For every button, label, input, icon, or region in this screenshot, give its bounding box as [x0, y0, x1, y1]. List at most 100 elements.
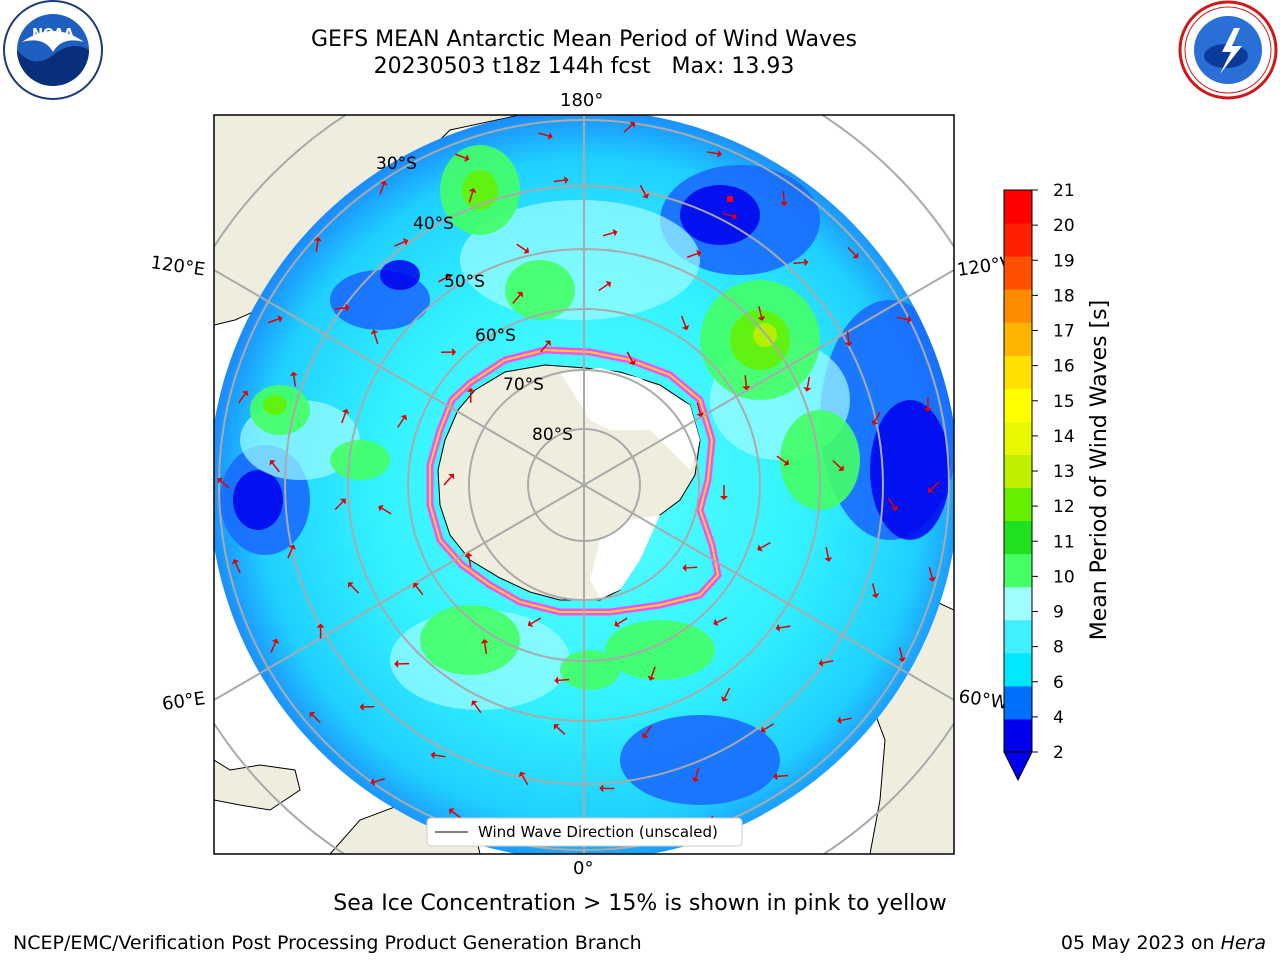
wave-direction-arrowhead: [309, 712, 316, 718]
wave-direction-arrowhead: [271, 638, 280, 645]
wave-direction-arrow: [694, 767, 700, 779]
wave-direction-arrowhead: [871, 593, 880, 599]
wave-direction-arrow: [438, 275, 449, 283]
wave-direction-arrow: [626, 351, 634, 362]
wave-direction-arrowhead: [269, 459, 276, 466]
wave-direction-arrowhead: [547, 132, 553, 140]
wave-direction-arrow: [270, 642, 277, 653]
wave-direction-arrow: [234, 562, 241, 574]
nws-logo: [1178, 0, 1278, 100]
wave-direction-arrowhead: [430, 751, 436, 760]
wave-direction-arrowhead: [345, 303, 350, 312]
legend-label: Wind Wave Direction (unscaled): [478, 823, 718, 841]
wave-direction-arrow: [434, 754, 446, 758]
colorbar-segment: [1004, 223, 1032, 257]
wave-direction-arrowhead: [824, 557, 833, 562]
wave-direction-arrow: [512, 294, 521, 304]
wave-direction-arrowhead: [906, 315, 912, 324]
wave-direction-arrowhead: [783, 459, 790, 466]
wave-direction-arrowhead: [402, 238, 409, 246]
wave-direction-arrowhead: [553, 723, 560, 730]
wave-direction-arrowhead: [898, 657, 906, 662]
wave-direction-arrowhead: [775, 623, 781, 632]
wave-direction-arrowhead: [713, 618, 719, 627]
wave-direction-arrowhead: [818, 659, 824, 667]
wave-direction-arrowhead: [464, 154, 470, 162]
wave-direction-arrowhead: [217, 477, 224, 484]
wave-direction-arrow: [680, 315, 687, 327]
wave-direction-arrowhead: [277, 315, 283, 323]
wave-direction-arrowhead: [871, 419, 879, 426]
colorbar-segment: [1004, 553, 1032, 588]
wave-direction-arrow: [846, 331, 850, 343]
wave-direction-arrowhead: [628, 359, 636, 366]
colorbar-extend-arrow: [1003, 751, 1033, 782]
lat-label-70s: 70°S: [503, 375, 544, 395]
wave-direction-arrowhead: [466, 387, 475, 392]
wave-direction-arrowhead: [544, 340, 551, 347]
colorbar-tick-label: 6: [1053, 673, 1064, 693]
wave-direction-arrow: [315, 240, 319, 252]
wave-direction-arrowhead: [380, 180, 388, 186]
wave-direction-arrow: [639, 184, 647, 196]
wave-direction-arrowhead: [370, 329, 379, 335]
wave-direction-arrowhead: [523, 247, 530, 254]
lon-label-120e: 120°E: [149, 252, 206, 280]
wave-direction-arrow: [538, 132, 550, 137]
wave-direction-arrow: [521, 774, 529, 786]
wave-direction-arrowhead: [682, 563, 687, 572]
wave-direction-arrow: [558, 678, 570, 682]
wave-direction-arrow: [623, 124, 633, 133]
wave-direction-arrow: [455, 153, 466, 159]
wave-direction-arrow: [644, 725, 652, 736]
wave-direction-arrow: [686, 252, 698, 258]
wave-direction-arrowhead: [642, 193, 650, 199]
wave-direction-arrowhead: [696, 249, 702, 258]
wave-direction-arrow: [782, 191, 785, 203]
chart-subtitle: 20230503 t18z 144h fcst Max: 13.93: [373, 54, 795, 79]
arrow-legend: Wind Wave Direction (unscaled): [426, 817, 743, 847]
colorbar-tick-label: 4: [1053, 708, 1064, 728]
wave-direction-arrowhead: [612, 228, 618, 237]
wave-direction-arrowhead: [780, 201, 789, 207]
wave-direction-arrow: [374, 778, 385, 783]
colorbar-segment: [1004, 619, 1032, 654]
wave-direction-arrow: [468, 191, 474, 203]
wave-direction-arrow: [540, 342, 549, 353]
lat-label-40s: 40°S: [413, 214, 454, 234]
wave-direction-arrow: [516, 243, 527, 251]
wave-direction-arrow: [758, 306, 763, 318]
colorbar-tick-label: 14: [1053, 427, 1075, 447]
wave-direction-arrowhead: [288, 544, 296, 550]
colorbar-segment: [1004, 421, 1032, 455]
wave-direction-arrow: [822, 660, 834, 664]
wave-direction-arrowhead: [773, 772, 778, 781]
wave-direction-arrow: [451, 810, 462, 819]
wave-direction-arrow: [415, 585, 424, 596]
wave-direction-arrowhead: [928, 576, 936, 582]
wave-direction-arrow: [271, 462, 280, 473]
colorbar-segment: [1004, 190, 1032, 224]
wave-direction-arrowhead: [720, 496, 728, 500]
wave-direction-arrow: [238, 393, 246, 404]
wave-direction-arrow: [763, 723, 774, 731]
wave-direction-arrow: [341, 412, 347, 424]
colorbar-segment: [1004, 718, 1032, 753]
wave-direction-arrowhead: [554, 676, 559, 685]
wave-direction-arrowhead: [341, 408, 350, 414]
wave-direction-arrowhead: [313, 236, 322, 242]
wave-direction-arrow: [287, 547, 293, 559]
wave-direction-arrowhead: [732, 212, 738, 221]
colorbar-segment: [1004, 256, 1032, 290]
colorbar-segment: [1004, 322, 1032, 356]
wave-direction-arrowhead: [400, 414, 408, 421]
lon-label-180: 180°: [560, 90, 603, 111]
wave-direction-arrowhead: [757, 316, 766, 321]
wave-direction-arrow: [293, 375, 297, 387]
graticule: [214, 115, 954, 854]
wave-direction-arrow: [793, 261, 805, 265]
wave-direction-arrow: [556, 726, 566, 735]
wave-direction-arrow: [617, 617, 628, 625]
wave-direction-arrow: [443, 476, 452, 486]
wave-direction-arrow: [650, 666, 656, 678]
